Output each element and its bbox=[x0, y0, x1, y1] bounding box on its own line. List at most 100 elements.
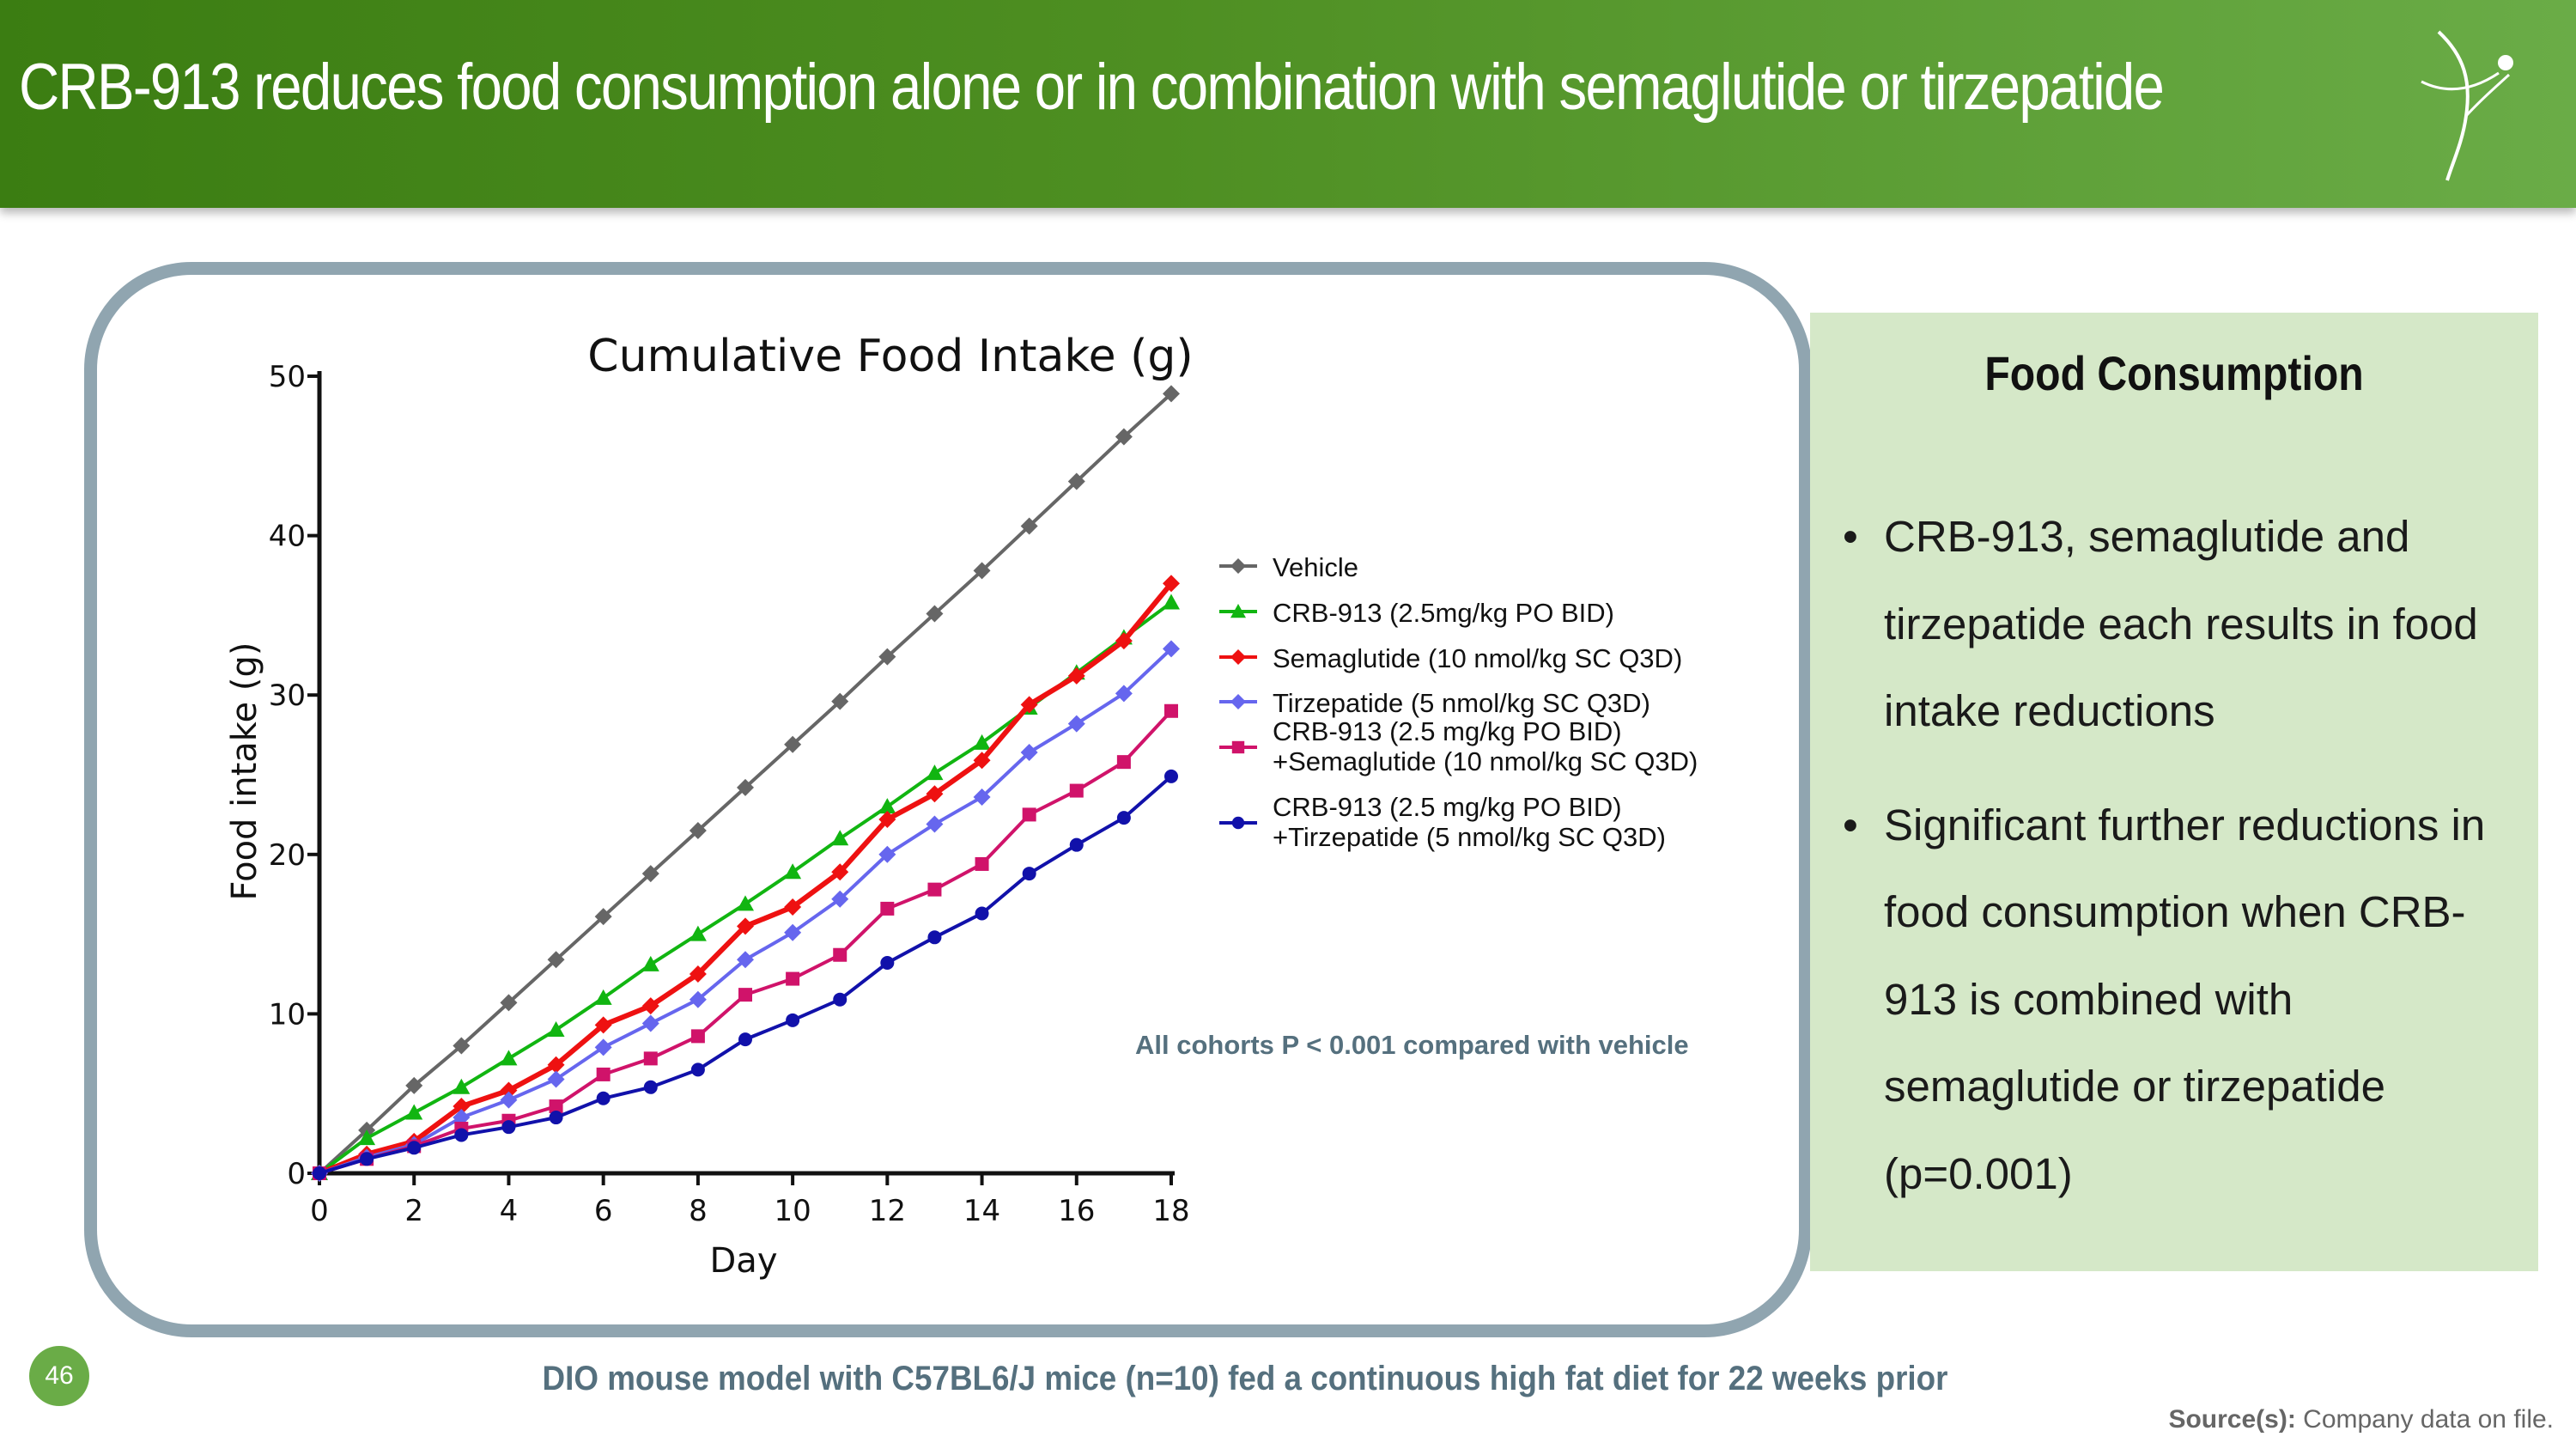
legend-marker-icon bbox=[1230, 558, 1246, 574]
data-point bbox=[1164, 703, 1178, 718]
data-point bbox=[689, 821, 707, 839]
data-point bbox=[549, 1099, 563, 1114]
legend-label: Tirzepatide (5 nmol/kg SC Q3D) bbox=[1273, 688, 1650, 718]
data-point bbox=[1022, 867, 1036, 881]
data-point bbox=[1020, 696, 1038, 714]
series-3 bbox=[311, 640, 1180, 1182]
source-label: Source(s): bbox=[2168, 1405, 2296, 1434]
data-point bbox=[405, 1076, 423, 1094]
data-point bbox=[1022, 807, 1036, 822]
data-point bbox=[831, 890, 849, 908]
chart-title: Cumulative Food Intake (g) bbox=[587, 331, 1193, 382]
chart-annotation: All cohorts P < 0.001 compared with vehi… bbox=[1135, 1030, 1689, 1060]
data-point bbox=[643, 1051, 658, 1066]
x-tick-labels: 0 2 4 6 8 10 12 14 16 18 bbox=[310, 1194, 1189, 1228]
data-point bbox=[641, 865, 659, 883]
data-point bbox=[737, 895, 754, 911]
legend-label-line2: +Tirzepatide (5 nmol/kg SC Q3D) bbox=[1273, 822, 1666, 852]
data-point bbox=[547, 951, 565, 969]
data-point bbox=[547, 1020, 565, 1037]
data-point bbox=[1020, 744, 1038, 762]
x-tick-label: 16 bbox=[1058, 1194, 1095, 1228]
legend-label: CRB-913 (2.5mg/kg PO BID) bbox=[1273, 598, 1614, 628]
data-point bbox=[786, 1013, 800, 1027]
data-point bbox=[454, 1128, 469, 1142]
y-axis-label: Food intake (g) bbox=[225, 642, 264, 901]
legend-label: Semaglutide (10 nmol/kg SC Q3D) bbox=[1273, 643, 1682, 673]
legend-label: CRB-913 (2.5 mg/kg PO BID) bbox=[1273, 716, 1622, 746]
legend-marker-icon bbox=[1230, 604, 1246, 618]
data-point bbox=[547, 1056, 565, 1074]
y-tick-label: 20 bbox=[269, 838, 306, 873]
x-tick-label: 2 bbox=[404, 1194, 423, 1228]
data-point bbox=[690, 1062, 705, 1077]
data-point bbox=[1163, 640, 1180, 658]
data-point bbox=[500, 1091, 518, 1109]
data-point bbox=[973, 788, 991, 806]
data-point bbox=[313, 1166, 326, 1180]
data-point bbox=[594, 989, 612, 1005]
legend-item: CRB-913 (2.5 mg/kg PO BID)+Tirzepatide (… bbox=[1219, 792, 1666, 852]
legend-label: CRB-913 (2.5 mg/kg PO BID) bbox=[1273, 792, 1622, 822]
data-point bbox=[1116, 811, 1131, 825]
data-point bbox=[689, 965, 707, 983]
data-point bbox=[405, 1104, 423, 1120]
data-point bbox=[975, 906, 989, 921]
y-tick-label: 0 bbox=[287, 1157, 306, 1191]
data-point bbox=[360, 1152, 374, 1166]
data-point bbox=[784, 863, 802, 880]
data-point bbox=[1067, 667, 1085, 685]
x-tick-label: 12 bbox=[869, 1194, 906, 1228]
page-number-badge: 46 bbox=[29, 1346, 89, 1406]
series-line bbox=[318, 581, 1174, 1176]
panel-heading: Food Consumption bbox=[1984, 346, 2364, 400]
data-point bbox=[878, 845, 896, 863]
data-point bbox=[594, 1038, 612, 1056]
data-point bbox=[784, 735, 802, 753]
x-axis-label: Day bbox=[710, 1241, 778, 1281]
data-point bbox=[358, 1129, 376, 1146]
data-point bbox=[878, 648, 896, 666]
legend-item: Tirzepatide (5 nmol/kg SC Q3D) bbox=[1219, 688, 1650, 718]
data-point bbox=[596, 1091, 611, 1105]
legend-marker-icon bbox=[1231, 816, 1245, 830]
data-point bbox=[1164, 769, 1178, 783]
legend-item: Vehicle bbox=[1219, 552, 1358, 582]
data-point bbox=[1163, 385, 1180, 403]
source-note: Source(s): Company data on file. bbox=[2168, 1405, 2554, 1434]
data-point bbox=[1069, 783, 1084, 798]
y-tick-label: 10 bbox=[269, 997, 306, 1032]
food-consumption-panel: Food Consumption • CRB-913, semaglutide a… bbox=[1810, 313, 2538, 1271]
data-point bbox=[641, 955, 659, 971]
data-point bbox=[453, 1078, 471, 1094]
bullet-dot-icon: • bbox=[1843, 800, 1858, 849]
data-point bbox=[1115, 632, 1133, 650]
data-point bbox=[453, 1098, 471, 1116]
legend-marker-icon bbox=[1230, 649, 1246, 665]
data-point bbox=[738, 1032, 752, 1047]
bullet-list: • CRB-913, semaglutide and tirzepatide ea… bbox=[1832, 493, 2519, 1244]
data-point bbox=[973, 562, 991, 580]
y-tick-labels: 0 10 20 30 40 50 bbox=[269, 360, 306, 1191]
data-point bbox=[831, 692, 849, 710]
chart-legend: Vehicle CRB-913 (2.5mg/kg PO BID) Semaglut… bbox=[1219, 552, 1698, 852]
data-point bbox=[689, 925, 707, 941]
data-point bbox=[927, 930, 942, 945]
legend-item: Semaglutide (10 nmol/kg SC Q3D) bbox=[1219, 643, 1682, 673]
series-4 bbox=[313, 703, 1178, 1180]
data-point bbox=[1163, 575, 1180, 593]
data-point bbox=[690, 1029, 705, 1044]
data-point bbox=[878, 798, 896, 814]
x-tick-label: 10 bbox=[774, 1194, 811, 1228]
legend-label-line2: +Semaglutide (10 nmol/kg SC Q3D) bbox=[1273, 746, 1698, 776]
legend-label: Vehicle bbox=[1273, 552, 1358, 582]
series-1 bbox=[311, 594, 1180, 1180]
data-point bbox=[927, 882, 942, 897]
title-banner: CRB-913 reduces food consumption alone o… bbox=[0, 0, 2576, 208]
data-point bbox=[784, 898, 802, 916]
data-point bbox=[594, 908, 612, 926]
data-point bbox=[453, 1037, 471, 1055]
data-point bbox=[500, 994, 518, 1012]
series-0 bbox=[311, 385, 1180, 1182]
